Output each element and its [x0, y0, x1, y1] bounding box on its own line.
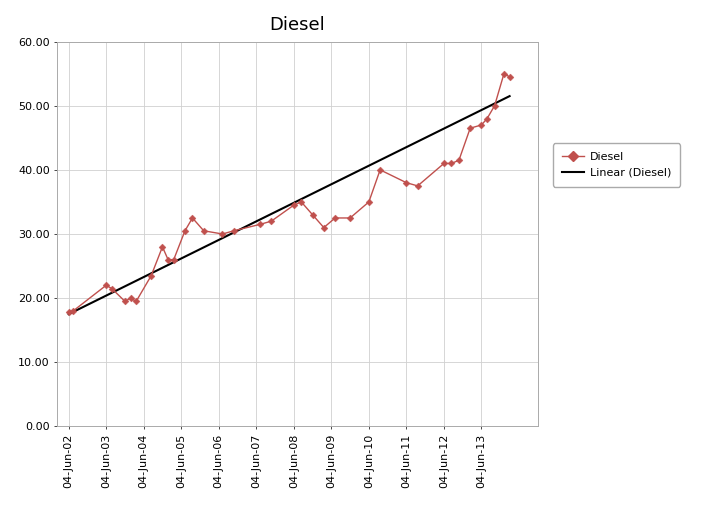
- Legend: Diesel, Linear (Diesel): Diesel, Linear (Diesel): [553, 144, 680, 187]
- Title: Diesel: Diesel: [270, 17, 326, 34]
